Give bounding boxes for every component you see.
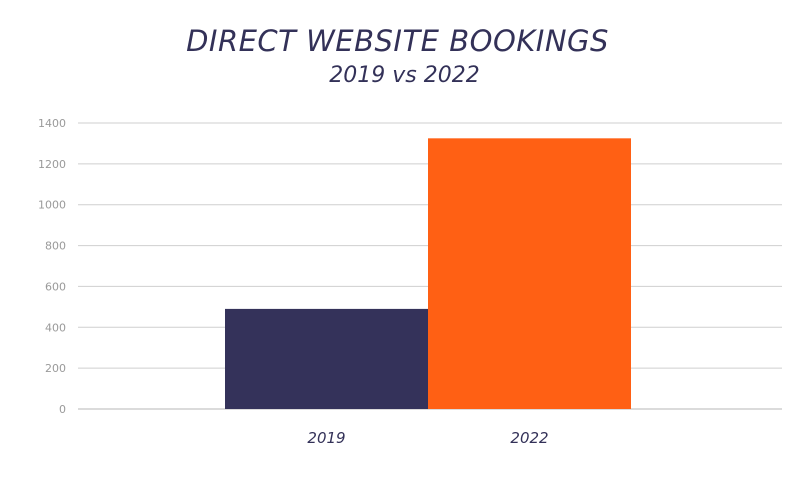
y-tick-label: 0 — [59, 403, 66, 416]
bars — [225, 138, 631, 410]
y-tick-label: 600 — [45, 280, 66, 293]
chart-title: DIRECT WEBSITE BOOKINGS — [186, 24, 609, 58]
y-axis-ticks: 0 200 400 600 800 1000 1200 1400 — [38, 117, 66, 416]
x-axis-labels: 2019 2022 — [307, 429, 548, 447]
y-tick-label: 1200 — [38, 158, 66, 171]
y-tick-label: 800 — [45, 240, 66, 253]
y-tick-label: 400 — [45, 321, 66, 334]
y-tick-label: 200 — [45, 362, 66, 375]
x-category-label: 2022 — [510, 429, 548, 447]
y-tick-label: 1400 — [38, 117, 66, 130]
y-tick-label: 1000 — [38, 199, 66, 212]
x-category-label: 2019 — [307, 429, 345, 447]
bar-2022 — [428, 138, 631, 410]
chart-subtitle: 2019 vs 2022 — [329, 63, 480, 88]
bar-2019 — [225, 308, 428, 409]
